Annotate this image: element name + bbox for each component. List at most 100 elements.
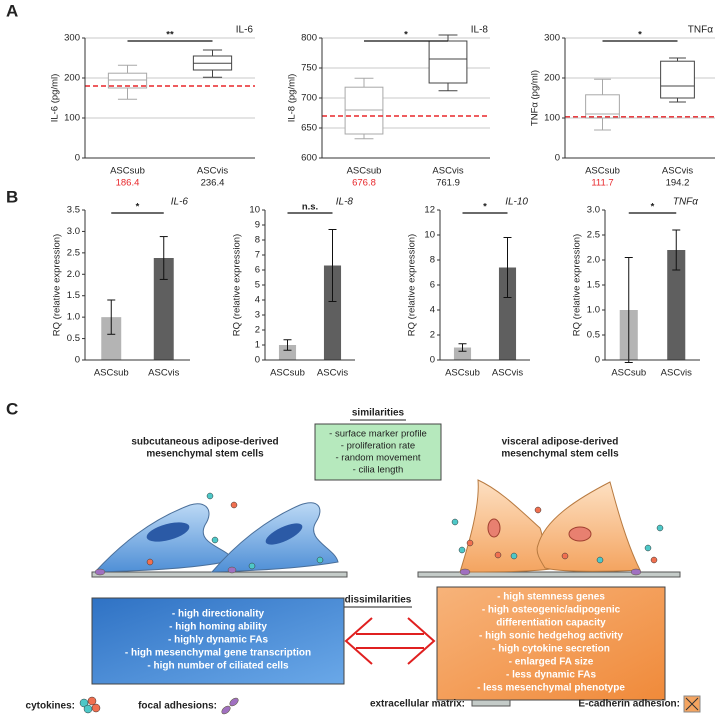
nucleus <box>487 518 501 538</box>
dissimilarity: - less mesenchymal phenotype <box>477 683 625 694</box>
x-tick-label: ASCvis <box>317 368 348 379</box>
mean-label: 194.2 <box>666 178 690 189</box>
y-tick-label: 1.5 <box>587 280 600 291</box>
panel-label: A <box>6 1 18 20</box>
bar <box>323 265 342 360</box>
matrix <box>91 571 348 578</box>
y-axis-label: TNFα (pg/ml) <box>530 70 541 126</box>
y-axis-label: RQ (relative expression) <box>407 234 418 336</box>
legend-cytokines <box>79 696 101 714</box>
dissimilarity: - high stemness genes <box>497 592 605 603</box>
cell-vis <box>459 479 562 573</box>
right-box <box>436 586 666 701</box>
y-tick-label: 3.5 <box>67 205 80 216</box>
chart-title: TNFα <box>688 25 713 36</box>
y-tick-label: 2 <box>255 325 260 336</box>
y-tick-label: 300 <box>64 33 80 44</box>
dissimilarity: - highly dynamic FAs <box>168 635 268 646</box>
similarities-box <box>314 423 442 481</box>
chart-title: IL-10 <box>505 197 528 208</box>
significance: * <box>638 30 642 41</box>
panel-label: B <box>6 187 18 206</box>
x-tick-label: ASCsub <box>347 166 382 177</box>
y-tick-label: 0.5 <box>587 330 600 341</box>
y-tick-label: 2.5 <box>67 247 80 258</box>
y-tick-label: 4 <box>255 295 260 306</box>
y-tick-label: 1.5 <box>67 290 80 301</box>
box <box>428 40 468 84</box>
box <box>107 72 148 89</box>
group-title: subcutaneous adipose-derived <box>131 437 278 448</box>
bar <box>153 258 174 360</box>
y-tick-label: 3 <box>255 310 260 321</box>
x-tick-label: ASCvis <box>492 368 523 379</box>
y-axis-label: IL-6 (pg/ml) <box>50 74 61 123</box>
y-tick-label: 200 <box>64 73 80 84</box>
legend-fa <box>221 697 239 715</box>
bar <box>101 317 122 360</box>
y-tick-label: 3.0 <box>587 205 600 216</box>
y-tick-label: 700 <box>301 93 317 104</box>
chart-title: IL-6 <box>171 197 189 208</box>
y-tick-label: 0 <box>75 153 80 164</box>
cytokines <box>146 501 238 566</box>
group-title: mesenchymal stem cells <box>146 449 264 460</box>
x-tick-label: ASCvis <box>148 368 179 379</box>
similarity: - surface marker profile <box>329 429 427 440</box>
legend-label: E-cadherin adhesion: <box>578 699 680 710</box>
box <box>344 86 384 135</box>
y-tick-label: 2.5 <box>587 230 600 241</box>
y-tick-label: 2.0 <box>67 269 80 280</box>
y-axis-label: IL-8 (pg/ml) <box>287 74 298 123</box>
diagram: similarities - surface marker profile - … <box>26 408 701 715</box>
mean-label: 676.8 <box>352 178 376 189</box>
y-tick-label: 8 <box>430 255 435 266</box>
dissimilarity: - less dynamic FAs <box>506 670 596 681</box>
y-tick-label: 3.0 <box>67 226 80 237</box>
nucleus <box>146 522 190 542</box>
y-tick-label: 0 <box>430 355 435 366</box>
bar <box>498 267 517 360</box>
y-tick-label: 10 <box>249 205 260 216</box>
y-tick-label: 1 <box>255 340 260 351</box>
y-tick-label: 6 <box>255 265 260 276</box>
x-tick-label: ASCsub <box>110 166 145 177</box>
nucleus <box>568 526 592 542</box>
y-tick-label: 800 <box>301 33 317 44</box>
x-tick-label: ASCsub <box>585 166 620 177</box>
y-axis-label: RQ (relative expression) <box>572 234 583 336</box>
x-tick-label: ASCsub <box>445 368 480 379</box>
dissimilarity: - high osteogenic/adipogenic <box>482 605 621 616</box>
similarity: - cilia length <box>353 465 404 476</box>
cytokines <box>451 518 664 564</box>
legend-matrix <box>471 699 511 707</box>
x-tick-label: ASCvis <box>432 166 463 177</box>
group-title: visceral adipose-derived <box>502 437 619 448</box>
y-tick-label: 0 <box>75 355 80 366</box>
x-tick-label: ASCsub <box>611 368 646 379</box>
cytokines <box>466 506 658 564</box>
dissimilarity: differentiation capacity <box>496 618 606 629</box>
box <box>660 60 695 99</box>
y-tick-label: 2 <box>430 330 435 341</box>
chart-title: IL-6 <box>236 25 254 36</box>
group-title: mesenchymal stem cells <box>501 449 619 460</box>
dissimilarities-title: dissimilarities <box>345 595 412 606</box>
significance: * <box>483 202 487 213</box>
mean-label: 111.7 <box>591 178 613 189</box>
legend-label: cytokines: <box>26 701 75 712</box>
y-tick-label: 0 <box>255 355 260 366</box>
bar <box>278 345 297 360</box>
significance: ** <box>166 30 174 41</box>
y-tick-label: 0 <box>595 355 600 366</box>
similarity: - proliferation rate <box>341 441 415 452</box>
dissimilarity: - enlarged FA size <box>509 657 594 668</box>
y-tick-label: 2.0 <box>587 255 600 266</box>
y-tick-label: 100 <box>64 113 80 124</box>
mean-label: 236.4 <box>201 178 225 189</box>
x-tick-label: ASCvis <box>662 166 693 177</box>
dissimilarity: - high homing ability <box>169 622 267 633</box>
y-axis-label: RQ (relative expression) <box>52 234 63 336</box>
y-tick-label: 100 <box>544 113 560 124</box>
